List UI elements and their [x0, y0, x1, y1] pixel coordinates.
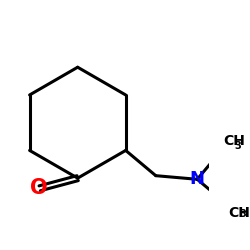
Text: 3: 3	[234, 140, 241, 150]
Text: 3: 3	[239, 209, 246, 219]
Text: O: O	[30, 178, 47, 198]
Text: CH: CH	[223, 134, 245, 148]
Text: N: N	[190, 170, 205, 188]
Text: CH: CH	[228, 206, 250, 220]
